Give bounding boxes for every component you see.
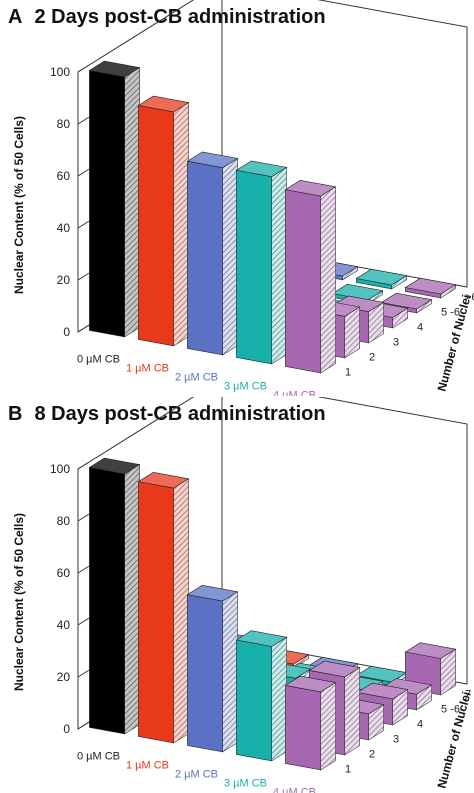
y-tick xyxy=(77,168,90,177)
panel-a-chart: 0 20 40 60 80 100 Nuclear Content (% of 50 Cel… xyxy=(12,0,474,396)
panel-b-chart: 0 20 40 60 80 100 Nuclear Content (% of 50 Cel… xyxy=(12,397,474,793)
bin-label: 5 -6 xyxy=(441,704,460,716)
bin-label: 2 xyxy=(369,749,375,761)
y-tick xyxy=(77,64,90,73)
y-axis-label: Nuclear Content (% of 50 Cells) xyxy=(12,116,26,294)
bar-4-m-cb-nuclei-7-8 xyxy=(404,642,457,696)
bar-3-m-cb-nuclei-1 xyxy=(235,630,288,762)
bin-label: 4 xyxy=(417,322,423,334)
series-label: 0 µM CB xyxy=(77,354,120,366)
series-label: 3 µM CB xyxy=(224,778,267,790)
bin-label: 5 -6 xyxy=(441,307,460,319)
y-tick xyxy=(77,669,90,678)
bar-3-m-cb-nuclei--6 xyxy=(355,268,408,290)
y-tick-label: 0 xyxy=(63,722,70,736)
panel-a-letter: A xyxy=(8,6,23,28)
bin-label: 3 xyxy=(393,337,399,349)
panel-a-title: A 2 Days post-CB administration xyxy=(8,6,326,29)
y-tick-label: 0 xyxy=(63,325,70,339)
bin-label: >6 xyxy=(465,292,474,304)
bin-label: 4 xyxy=(417,719,423,731)
y-tick xyxy=(77,565,90,574)
panel-b: B 8 Days post-CB administration 0 20 40 60 80… xyxy=(0,397,474,793)
plot-area: 0 20 40 60 80 100 Nuclear Content (% of 50 Cel… xyxy=(12,397,474,793)
y-tick xyxy=(77,116,90,125)
y-tick-label: 20 xyxy=(57,273,71,287)
y-tick-label: 100 xyxy=(50,65,70,79)
series-label: 1 µM CB xyxy=(126,760,169,772)
panel-a-title-text: 2 Days post-CB administration xyxy=(34,6,326,28)
panel-b-title-text: 8 Days post-CB administration xyxy=(34,403,326,425)
y-tick-label: 40 xyxy=(57,221,71,235)
bar-4-m-cb-nuclei-1 xyxy=(284,179,337,374)
series-label: 2 µM CB xyxy=(175,372,218,384)
panel-a: A 2 Days post-CB administration 0 20 40 60 80… xyxy=(0,0,474,396)
y-tick xyxy=(77,721,90,730)
series-label: 2 µM CB xyxy=(175,769,218,781)
plot-area: 0 20 40 60 80 100 Nuclear Content (% of 50 Cel… xyxy=(12,0,474,396)
series-label: 0 µM CB xyxy=(77,751,120,763)
y-tick xyxy=(77,220,90,229)
bar-2-m-cb-nuclei-1 xyxy=(186,584,239,753)
y-tick-label: 60 xyxy=(57,566,71,580)
y-tick-label: 40 xyxy=(57,618,71,632)
y-axis-label: Nuclear Content (% of 50 Cells) xyxy=(12,513,26,691)
bin-label: 7 - 8 xyxy=(465,689,474,701)
y-tick-label: 20 xyxy=(57,670,71,684)
panel-b-letter: B xyxy=(8,403,23,425)
bar-1-m-cb-nuclei-1 xyxy=(137,95,190,347)
series-label: 4 µM CB xyxy=(273,390,316,397)
series-label: 1 µM CB xyxy=(126,363,169,375)
bin-label: 3 xyxy=(393,734,399,746)
bar-2-m-cb-nuclei-1 xyxy=(186,151,239,356)
bar-4-m-cb-nuclei-1 xyxy=(284,675,337,771)
bar-0-m-cb-nuclei-1 xyxy=(88,60,141,338)
y-tick xyxy=(77,617,90,626)
y-tick xyxy=(77,513,90,522)
y-tick-label: 60 xyxy=(57,169,71,183)
y-tick-label: 100 xyxy=(50,462,70,476)
y-tick xyxy=(77,324,90,333)
bar-1-m-cb-nuclei-1 xyxy=(137,471,190,744)
y-tick xyxy=(77,272,90,281)
series-label: 4 µM CB xyxy=(273,787,316,793)
bin-label: 2 xyxy=(369,352,375,364)
y-tick xyxy=(77,461,90,470)
bin-label: 1 xyxy=(345,764,351,776)
bar-3-m-cb-nuclei-1 xyxy=(235,160,288,365)
series-label: 3 µM CB xyxy=(224,381,267,393)
y-tick-label: 80 xyxy=(57,514,71,528)
bin-label: 1 xyxy=(345,367,351,379)
y-tick-label: 80 xyxy=(57,117,71,131)
panel-b-title: B 8 Days post-CB administration xyxy=(8,403,326,426)
bar-0-m-cb-nuclei-1 xyxy=(88,457,141,735)
bar-4-m-cb-nuclei--6 xyxy=(404,277,457,299)
